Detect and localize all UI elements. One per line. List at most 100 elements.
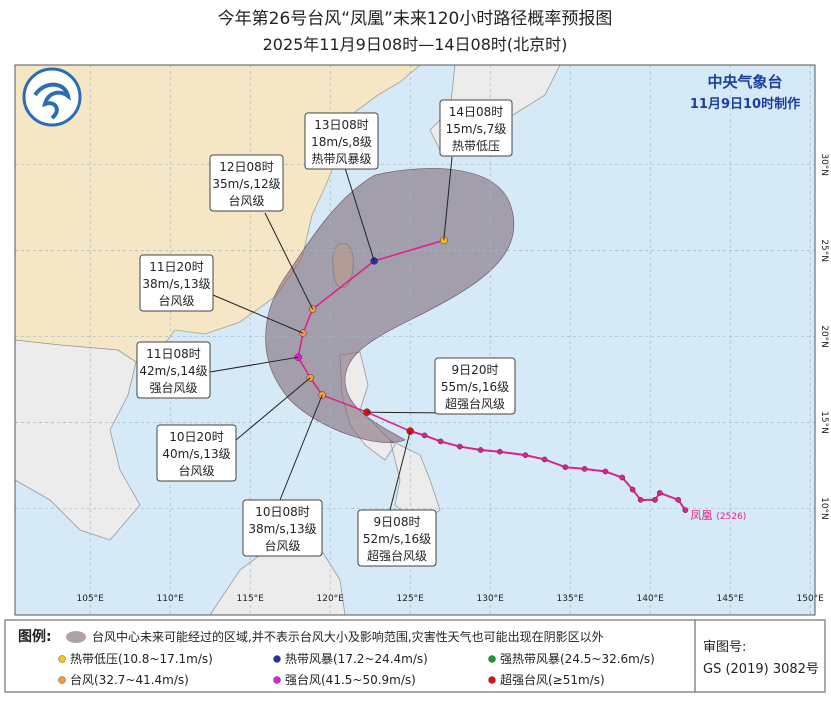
past-point [629, 486, 636, 493]
past-point [602, 468, 609, 475]
agency: 中央气象台 [707, 73, 782, 91]
lon-tick-label: 115°E [237, 594, 265, 604]
logo-mark [33, 82, 72, 120]
storm-name: 凤凰 (2526) [690, 509, 746, 522]
label-grade: 热带低压 [452, 139, 500, 153]
approval-label: 审图号: [703, 640, 746, 655]
past-point [421, 432, 428, 439]
label-box [156, 424, 237, 482]
past-point [437, 438, 444, 445]
subtitle: 2025年11月9日08时—14日08时(北京时) [263, 35, 568, 54]
past-point [456, 443, 463, 450]
legend-swatch [273, 676, 281, 684]
lat-tick-label: 20°N [819, 325, 829, 348]
label-grade: 超强台风级 [367, 548, 427, 563]
lon-tick-label: 130°E [477, 594, 505, 604]
lon-tick-label: 125°E [397, 594, 425, 604]
title: 今年第26号台风“凤凰”未来120小时路径概率预报图 [218, 9, 613, 29]
legend-items: 热带低压(10.8~17.1m/s) 热带风暴(17.2~24.4m/s) 强热带风… [58, 652, 655, 687]
label-time: 12日08时 [219, 160, 274, 174]
label-box [136, 341, 211, 399]
label-grade: 台风级 [264, 538, 300, 553]
leader-line [344, 167, 375, 262]
label-box [434, 357, 516, 415]
label-wind: 35m/s,12级 [212, 177, 280, 191]
lon-tick-label: 120°E [317, 594, 345, 604]
lat-tick-label: 30°N [819, 153, 829, 176]
legend-label: 热带低压(10.8~17.1m/s) [70, 652, 213, 666]
label-wind: 18m/s,8级 [311, 135, 372, 149]
label-box [139, 254, 214, 312]
indochina-land [15, 339, 141, 541]
label-grade: 台风级 [178, 463, 214, 478]
label-wind: 40m/s,13级 [162, 447, 230, 461]
lon-tick-label: 135°E [557, 594, 585, 604]
lon-tick-label: 140°E [637, 594, 665, 604]
lon-tick-label: 145°E [717, 594, 745, 604]
storm-code: (2526) [716, 512, 746, 522]
label-grade: 强台风级 [149, 380, 197, 395]
label-time: 14日08时 [449, 105, 504, 119]
past-point [541, 456, 548, 463]
past-point [682, 507, 689, 514]
legend-label: 热带风暴(17.2~24.4m/s) [285, 652, 428, 666]
map-frame [14, 64, 816, 616]
approval-number: GS (2019) 3082号 [703, 662, 819, 677]
leader-line [389, 430, 411, 511]
legend-swatch [488, 655, 496, 663]
past-point [581, 466, 588, 472]
lat-tick-label: 10°N [819, 497, 829, 520]
cone-note: 台风中心未来可能经过的区域,并不表示台风大小及影响范围,灾害性天气也可能出现在阴… [92, 629, 604, 644]
label-grade: 台风级 [228, 193, 264, 208]
probability-cone [265, 168, 515, 443]
label-box [357, 509, 437, 567]
legend-swatch [58, 655, 66, 663]
legend-frame [4, 619, 826, 693]
lat-tick-label: 25°N [819, 239, 829, 262]
label-grade: 超强台风级 [445, 396, 505, 411]
label-time: 10日20时 [169, 430, 224, 444]
forecast-labels: 9日08时52m/s,16级超强台风级9日20时55m/s,16级超强台风级10… [136, 99, 516, 567]
legend-swatch [488, 676, 496, 684]
issue-time: 11月9日10时制作 [690, 96, 800, 112]
past-point [619, 474, 626, 481]
label-box [242, 499, 323, 557]
leader-line [264, 212, 314, 310]
storm-name-text: 凤凰 [690, 509, 712, 522]
legend-swatch [273, 655, 281, 663]
legend-title: 图例: [18, 628, 52, 645]
label-time: 9日08时 [374, 515, 421, 529]
label-box [209, 154, 284, 212]
leader-line [212, 294, 304, 334]
label-wind: 52m/s,16级 [363, 532, 431, 546]
label-box [439, 99, 513, 157]
leader-line [235, 377, 311, 441]
label-grade: 热带风暴级 [311, 152, 371, 166]
label-wind: 42m/s,14级 [139, 364, 207, 378]
label-time: 13日08时 [314, 118, 369, 132]
cone-icon [66, 631, 86, 643]
past-point [562, 464, 569, 471]
leader-line [443, 156, 453, 241]
legend-label: 强台风(41.5~50.9m/s) [285, 672, 416, 687]
label-time: 10日08时 [255, 505, 310, 519]
label-wind: 55m/s,16级 [441, 380, 509, 394]
legend-swatch [58, 676, 66, 684]
legend-label: 超强台风(≥51m/s) [500, 672, 605, 687]
past-point [477, 447, 484, 453]
legend-label: 台风(32.7~41.4m/s) [70, 672, 189, 687]
legend-label: 强热带风暴(24.5~32.6m/s) [500, 652, 655, 666]
label-wind: 38m/s,13级 [142, 277, 210, 291]
past-point [656, 490, 663, 496]
lon-tick-label: 150°E [797, 594, 825, 604]
label-grade: 台风级 [158, 293, 194, 308]
past-point [637, 496, 644, 503]
label-time: 9日20时 [452, 363, 499, 377]
label-box [304, 112, 379, 170]
label-wind: 15m/s,7级 [446, 122, 507, 136]
label-time: 11日08时 [146, 347, 201, 361]
label-time: 11日20时 [149, 260, 204, 274]
leader-line [209, 356, 299, 373]
past-point [675, 496, 682, 503]
